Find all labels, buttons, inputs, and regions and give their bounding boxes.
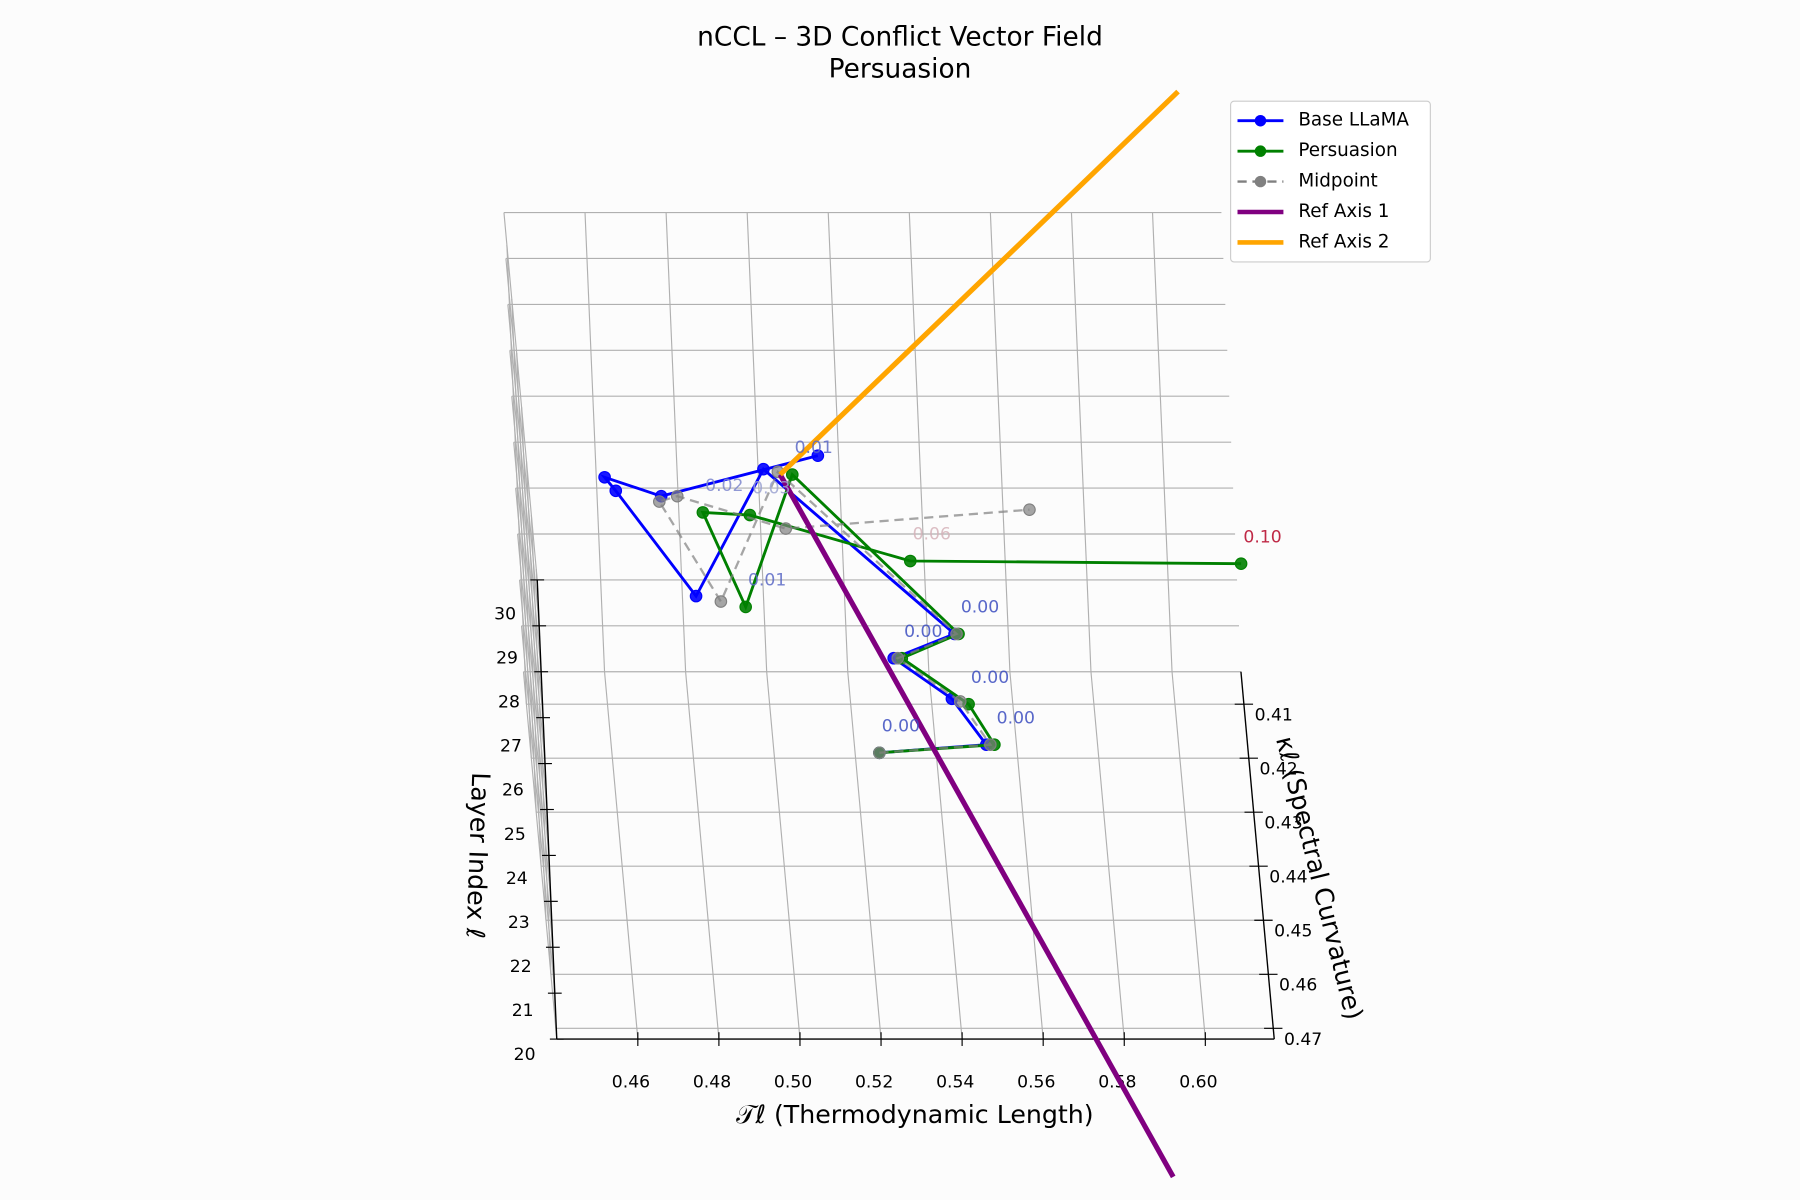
x-tick-label: 0.50 xyxy=(774,1073,812,1093)
z-tick-label: 29 xyxy=(496,648,518,668)
grid-line xyxy=(520,625,556,994)
grid-line xyxy=(847,671,882,1040)
point-marker xyxy=(950,627,963,641)
point-marker xyxy=(953,695,967,708)
y-tick-label: 0.46 xyxy=(1279,976,1317,996)
legend-label: Midpoint xyxy=(1298,171,1377,192)
grid-line xyxy=(518,579,554,948)
grid-line xyxy=(517,533,552,902)
legend-label: Ref Axis 1 xyxy=(1298,201,1389,222)
chart-title: nCCL – 3D Conflict Vector Field xyxy=(697,22,1103,53)
conflict-label: 0.00 xyxy=(961,598,999,618)
y-tick-label: 0.41 xyxy=(1255,706,1293,726)
series-line xyxy=(777,473,1176,1179)
y-tick-label: 0.42 xyxy=(1259,760,1297,780)
point-marker xyxy=(696,506,710,519)
grid-line xyxy=(928,671,963,1040)
conflict-label: 0.01 xyxy=(748,571,786,591)
conflict-label: 0.00 xyxy=(904,622,942,642)
conflict-label: 0.00 xyxy=(997,708,1035,728)
grid-line xyxy=(503,212,538,580)
legend-label: Persuasion xyxy=(1298,140,1397,161)
z-tick-label: 24 xyxy=(506,869,528,889)
point-marker xyxy=(1023,503,1036,516)
y-tick-label: 0.45 xyxy=(1274,922,1312,942)
point-marker xyxy=(670,489,684,503)
point-marker xyxy=(903,554,917,568)
point-marker xyxy=(785,468,799,481)
x-tick-label: 0.46 xyxy=(612,1073,650,1093)
conflict-label: 0.06 xyxy=(913,525,951,545)
point-marker xyxy=(873,746,886,760)
legend: Base LLaMA Persuasion Midpoint Ref Axis 1 Re… xyxy=(1230,100,1431,263)
grid-line xyxy=(522,671,558,1040)
point-marker xyxy=(757,462,770,476)
z-tick-label: 25 xyxy=(504,825,526,845)
z-tick-label: 23 xyxy=(508,913,530,933)
point-marker xyxy=(714,595,728,608)
conflict-label: 0.00 xyxy=(971,668,1009,688)
z-tick-label: 27 xyxy=(500,737,522,757)
point-marker xyxy=(891,651,905,665)
z-tick-label: 22 xyxy=(510,957,532,977)
conflict-label: 0.10 xyxy=(1243,527,1281,547)
grid-line xyxy=(1171,671,1206,1040)
legend-label: Base LLaMA xyxy=(1298,110,1409,131)
conflict-label: 0.00 xyxy=(882,716,920,736)
legend-box xyxy=(1230,100,1431,263)
grid-line xyxy=(513,442,548,810)
z-tick-label: 21 xyxy=(512,1001,534,1021)
y-tick-label: 0.44 xyxy=(1269,868,1307,888)
point-marker xyxy=(984,738,997,751)
grid-line xyxy=(505,258,540,626)
x-tick-label: 0.56 xyxy=(1017,1073,1055,1093)
grid-line xyxy=(685,671,720,1040)
point-marker xyxy=(739,600,753,614)
y-tick-label: 0.47 xyxy=(1284,1030,1322,1050)
point-marker xyxy=(598,470,611,484)
point-marker xyxy=(609,484,623,498)
x-tick-label: 0.48 xyxy=(693,1073,731,1093)
conflict-label: 0.03 xyxy=(752,479,790,499)
x-tick-label: 0.60 xyxy=(1179,1073,1217,1093)
y-tick-label: 0.43 xyxy=(1264,814,1302,834)
grid-line xyxy=(515,488,550,856)
z-tick-label: 26 xyxy=(502,781,524,801)
grid-line xyxy=(766,671,801,1040)
legend-marker xyxy=(1254,145,1267,157)
z-tick-label: 30 xyxy=(494,604,516,624)
x-tick-label: 0.54 xyxy=(936,1073,974,1093)
x-tick-label: 0.58 xyxy=(1098,1073,1136,1093)
grid-line xyxy=(507,304,542,672)
grid-line xyxy=(603,671,639,1040)
point-marker xyxy=(779,522,793,535)
x-axis-label: 𝒯ℓ (Thermodynamic Length) xyxy=(736,1100,1094,1129)
axis-line xyxy=(1240,671,1275,1040)
point-marker xyxy=(811,449,825,462)
chart-subtitle: Persuasion xyxy=(829,54,972,85)
z-tick-label: 28 xyxy=(498,693,520,713)
point-marker xyxy=(1234,557,1248,571)
grid-line xyxy=(509,350,544,718)
grid-line xyxy=(1009,671,1044,1040)
series-line xyxy=(778,89,1180,477)
z-axis-label: Layer Index ℓ xyxy=(461,772,496,939)
z-tick-label: 20 xyxy=(514,1045,536,1065)
x-tick-label: 0.52 xyxy=(855,1073,893,1093)
legend-marker xyxy=(1254,114,1267,127)
legend-label: Ref Axis 2 xyxy=(1298,231,1389,252)
conflict-label: 0.01 xyxy=(795,438,833,458)
legend-marker xyxy=(1254,175,1267,188)
conflict-label: 0.02 xyxy=(705,476,743,496)
point-marker xyxy=(652,495,666,508)
point-marker xyxy=(689,589,703,603)
grid-line xyxy=(511,396,546,764)
grid-line xyxy=(1090,671,1125,1040)
